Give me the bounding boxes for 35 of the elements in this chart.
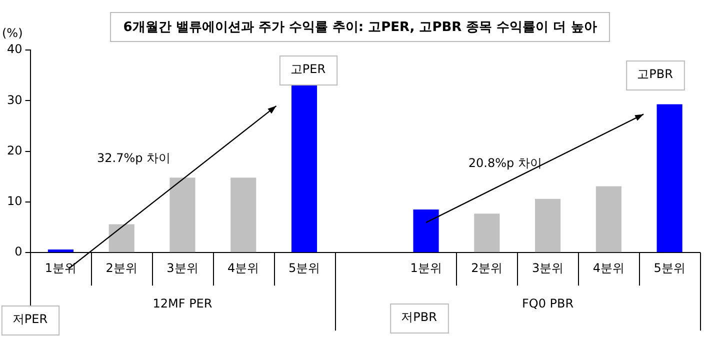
bar	[656, 104, 682, 252]
x-tick-label: 2분위	[471, 260, 503, 275]
annotation: 고PER	[290, 62, 326, 76]
x-tick-label: 4분위	[592, 260, 624, 275]
y-axis-title: (%)	[2, 26, 23, 40]
text: 저PER	[12, 312, 48, 326]
x-tick-label: 2분위	[106, 260, 138, 275]
x-tick-label: 1분위	[44, 260, 77, 275]
bar	[170, 178, 196, 252]
bar	[474, 214, 500, 252]
bar	[291, 84, 318, 252]
x-tick-label: 1분위	[410, 260, 442, 275]
bar	[108, 224, 134, 252]
annotation: 32.7%p 차이	[96, 151, 171, 166]
text: FQ0 PBR	[522, 296, 574, 311]
bar	[230, 178, 256, 252]
y-tick-label: 10	[6, 194, 22, 208]
y-tick-label: 0	[14, 244, 22, 259]
bar	[413, 210, 439, 252]
x-tick-label: 4분위	[228, 260, 260, 275]
y-tick-label: 20	[6, 143, 22, 158]
annotation: 20.8%p 차이	[468, 156, 542, 170]
text: 12MF PER	[152, 296, 212, 311]
y-tick-label: 30	[6, 92, 22, 107]
bar	[535, 198, 561, 252]
bar	[48, 250, 74, 252]
x-tick-label: 5분위	[654, 260, 686, 275]
x-tick-label: 3분위	[166, 260, 198, 275]
x-tick-label: 3분위	[532, 260, 564, 275]
x-tick-label: 5분위	[288, 260, 320, 275]
chart-title: 6개월간 밸류에이션과 주가 수익률 추이: 고PER, 고PBR 종목 수익률이 더 높아	[110, 12, 610, 42]
y-tick-label: 40	[6, 42, 22, 56]
text: 저PBR	[401, 310, 437, 324]
bar	[596, 186, 622, 252]
annotation: 고PBR	[637, 67, 673, 82]
